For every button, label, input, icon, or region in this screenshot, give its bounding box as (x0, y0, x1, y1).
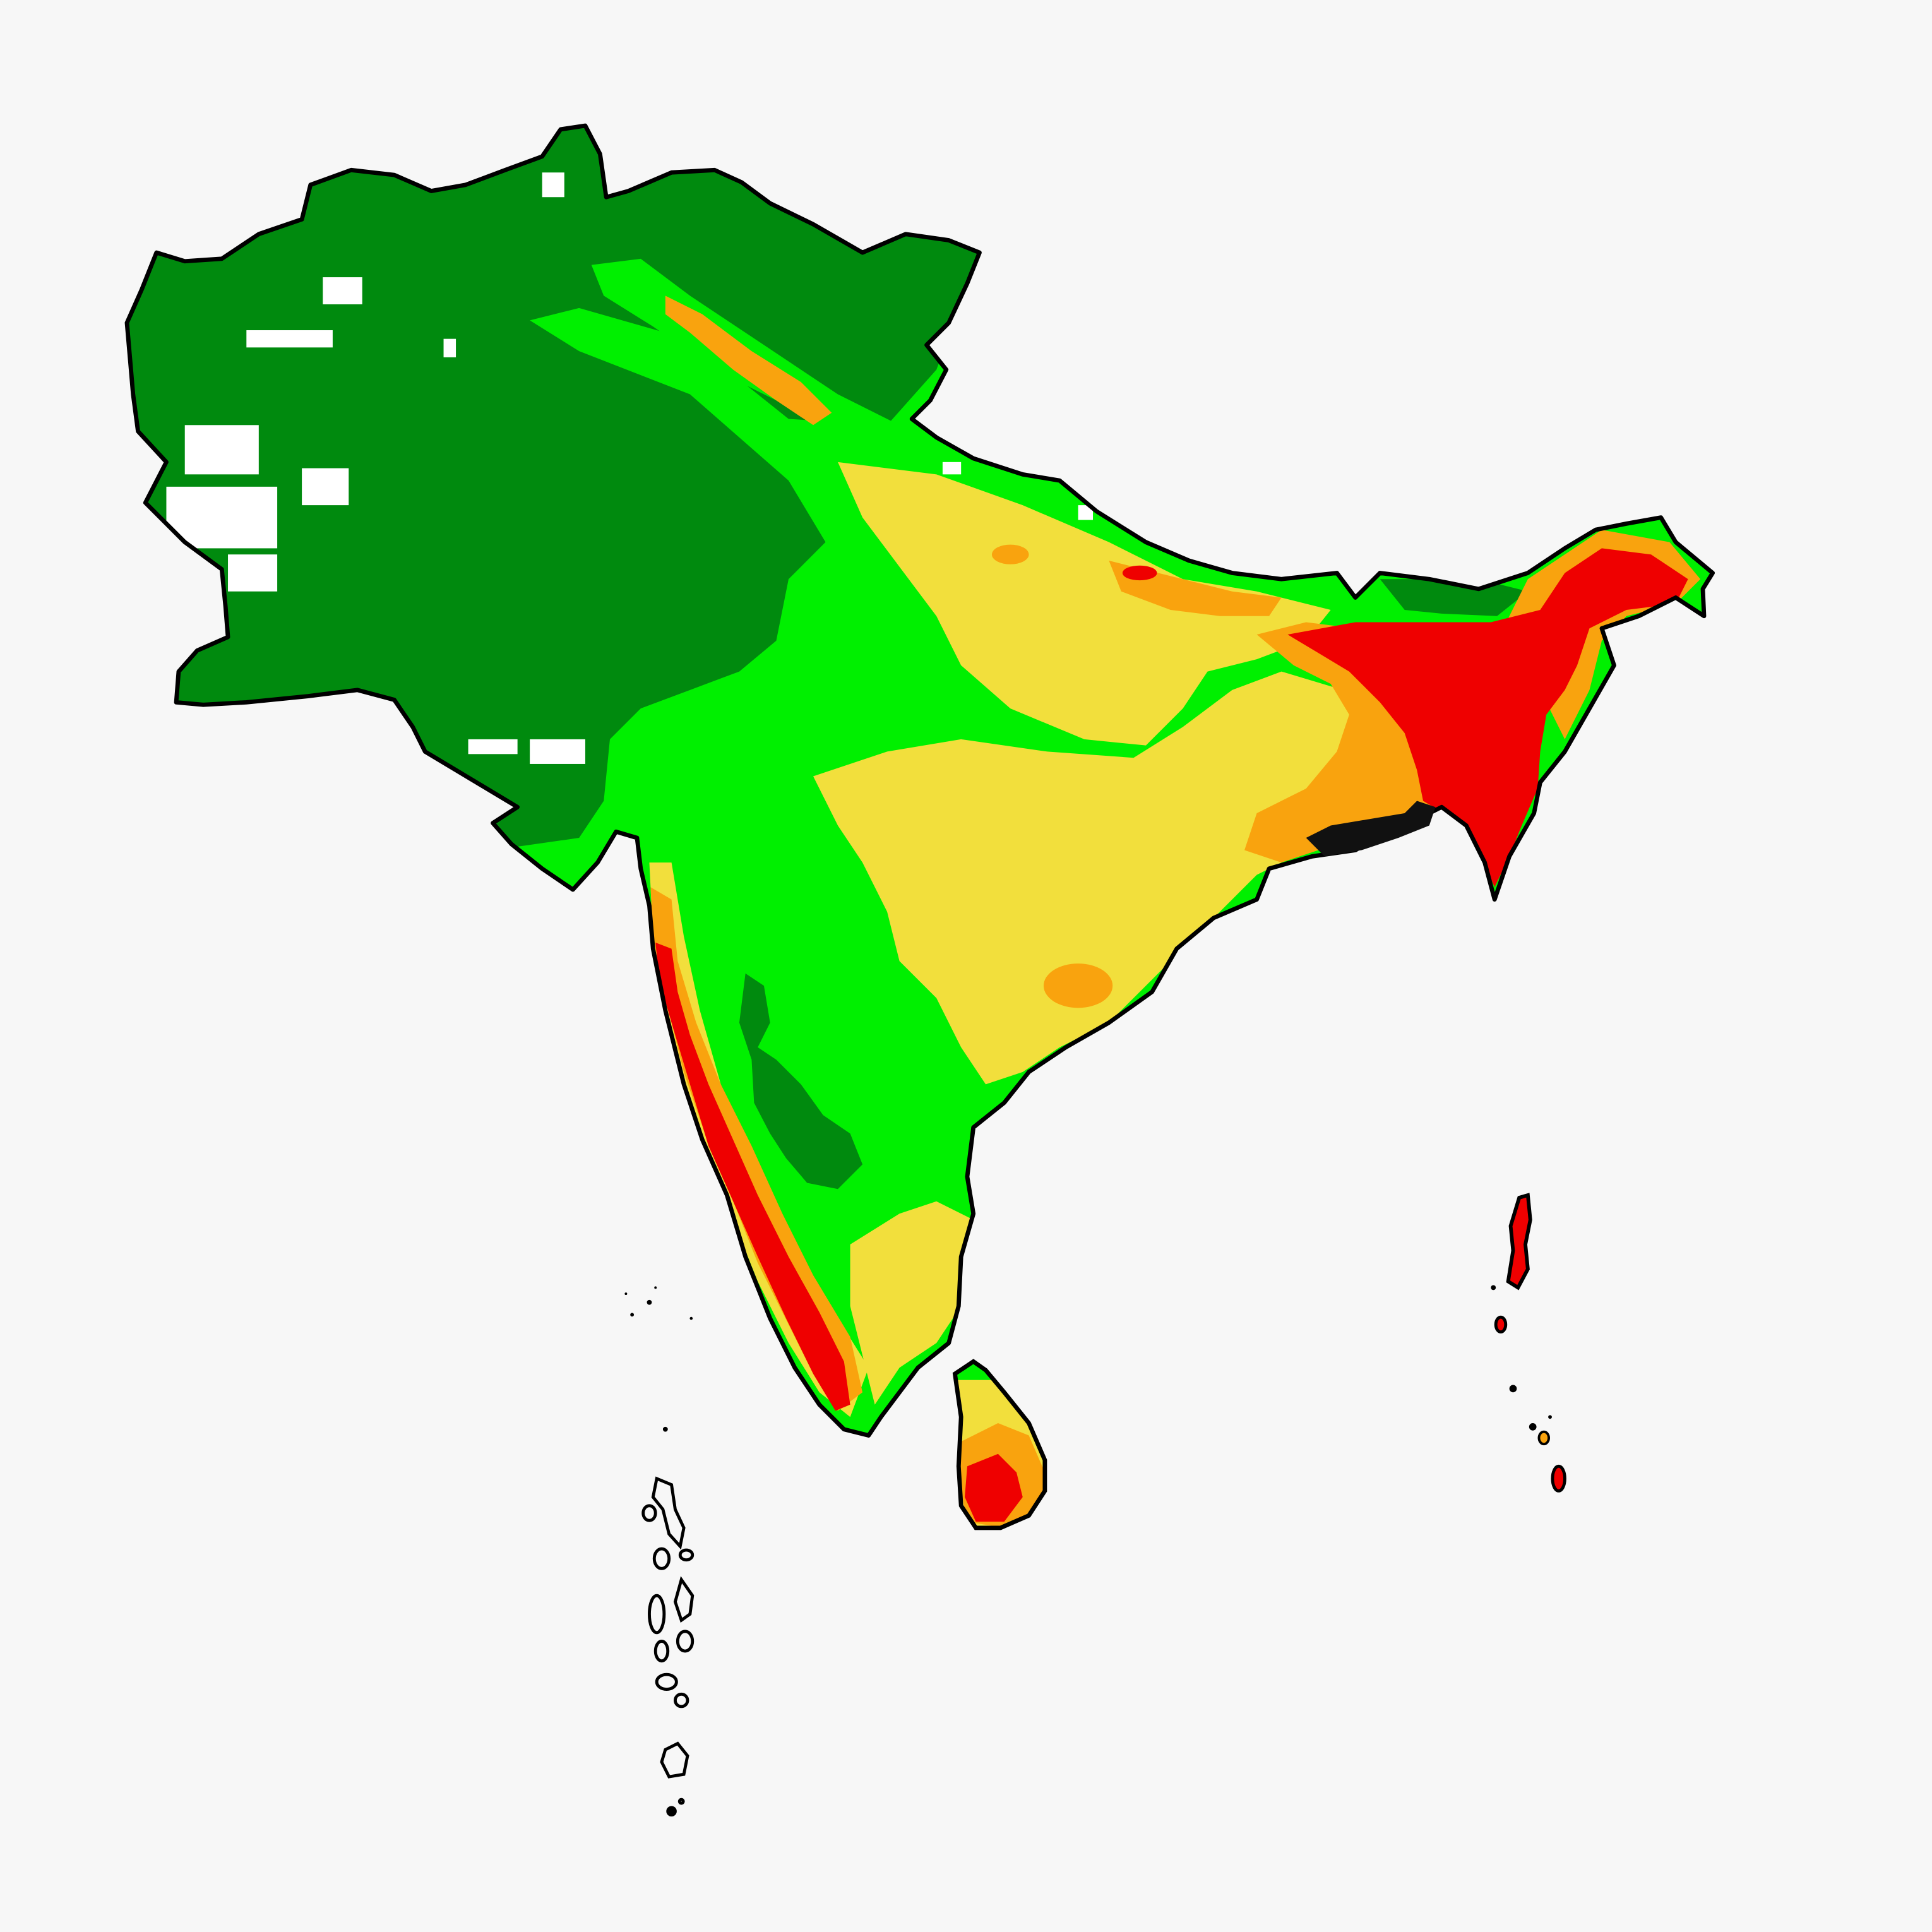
class-4-orange-spot-plain (991, 544, 1029, 564)
class-1-northeast-strip (1380, 579, 1528, 616)
class-4-orange-spot-deccan (1043, 963, 1113, 1008)
class-5-red-spot-terai (1122, 565, 1157, 581)
class-4-orange-west-coast (650, 887, 863, 1411)
little-andaman (1494, 1315, 1508, 1334)
class-2-himalaya-band (591, 258, 1146, 542)
no-data-patches (166, 172, 1094, 764)
great-nicobar (1551, 1464, 1566, 1493)
class-5-red-bengal-northeast (1287, 548, 1688, 888)
sundarbans-coastline (1306, 801, 1436, 857)
lakshadweep-islands (624, 1286, 693, 1432)
sri-lanka (952, 1359, 1047, 1530)
class-1-ghats-patch (739, 973, 863, 1190)
sri-lanka-red (965, 1453, 1023, 1522)
class-3-tamil-yellow (850, 1201, 974, 1405)
class-3-gangetic-yellow (838, 462, 1331, 746)
andaman-main-island (1506, 1193, 1532, 1291)
maldives-islands (641, 1476, 695, 1817)
class-4-himalaya-ridge (665, 295, 832, 426)
sri-lanka-border (952, 1359, 1047, 1530)
andaman-nicobar-islands (1491, 1193, 1566, 1493)
class-3-deccan-yellow (813, 671, 1393, 1085)
class-5-red-west-coast (655, 942, 850, 1411)
